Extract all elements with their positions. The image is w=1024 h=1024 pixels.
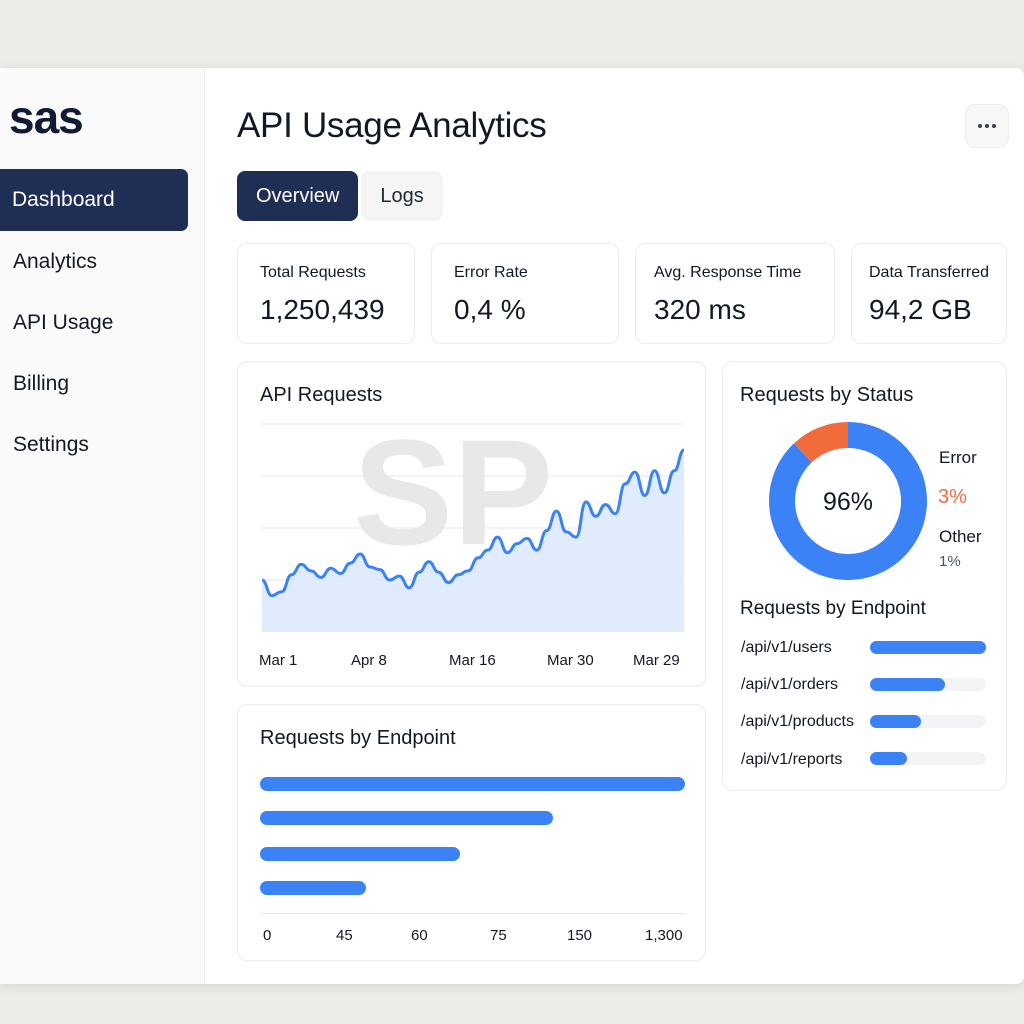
sidebar-nav: Dashboard Analytics API Usage Billing Se… xyxy=(0,169,188,475)
sidebar-item-billing[interactable]: Billing xyxy=(13,371,70,395)
more-options-button[interactable] xyxy=(965,104,1009,148)
endpoint-bar-track xyxy=(870,715,986,728)
sidebar-item-api-usage[interactable]: API Usage xyxy=(13,310,114,334)
donut-slice-error xyxy=(793,422,849,463)
endpoint-bar xyxy=(260,881,367,895)
stat-value: 320 ms xyxy=(654,294,746,325)
endpoint-bar-fill xyxy=(870,678,946,691)
stat-value: 94,2 GB xyxy=(869,294,972,325)
endpoint-bar xyxy=(260,811,554,825)
x-tick-label: 0 xyxy=(263,927,272,944)
stat-label: Data Transferred xyxy=(869,264,990,281)
endpoint-label: /api/v1/orders xyxy=(741,676,838,693)
endpoint-list-title: Requests by Endpoint xyxy=(740,598,926,619)
area-fill xyxy=(262,450,684,632)
endpoint-bar xyxy=(260,777,685,791)
endpoint-bar-fill xyxy=(870,641,986,654)
x-tick-label: Mar 16 xyxy=(449,652,496,669)
stat-value: 0,4 % xyxy=(454,294,526,325)
legend-label-error: Error xyxy=(939,448,977,467)
x-tick-label: 60 xyxy=(411,927,428,944)
stat-card-avg-response-time: Avg. Response Time 320 ms xyxy=(635,243,835,344)
tab-logs[interactable]: Logs xyxy=(361,171,443,221)
stat-label: Error Rate xyxy=(454,264,528,281)
axis-line xyxy=(260,913,686,914)
endpoint-bar-fill xyxy=(870,752,908,765)
logo: sas xyxy=(9,91,84,143)
endpoint-bar-fill xyxy=(870,715,922,728)
endpoint-bar xyxy=(260,847,460,861)
requests-by-endpoint-card: Requests by Endpoint 0 45 60 75 150 1,30… xyxy=(237,704,706,961)
sidebar-item-dashboard[interactable]: Dashboard xyxy=(0,169,188,231)
x-tick-label: 1,300 xyxy=(645,927,683,944)
endpoint-bar-track xyxy=(870,678,986,691)
more-horizontal-icon xyxy=(978,124,982,128)
x-tick-label: Mar 1 xyxy=(259,652,298,669)
api-requests-chart: SP xyxy=(261,408,685,632)
sidebar-item-settings[interactable]: Settings xyxy=(13,432,89,456)
x-tick-label: Apr 8 xyxy=(351,652,387,669)
stat-card-data-transferred: Data Transferred 94,2 GB xyxy=(851,243,1007,344)
chart-title: Requests by Endpoint xyxy=(260,727,456,749)
stat-card-total-requests: Total Requests 1,250,439 xyxy=(237,243,415,344)
donut-slice-success xyxy=(769,422,927,580)
series-line xyxy=(261,448,685,598)
chart-title: API Requests xyxy=(260,384,383,406)
x-tick-label: 150 xyxy=(567,927,593,944)
x-tick-label: 75 xyxy=(490,927,507,944)
x-tick-label: 45 xyxy=(336,927,353,944)
page-title: API Usage Analytics xyxy=(237,106,547,145)
endpoint-label: /api/v1/products xyxy=(741,713,854,730)
stat-label: Avg. Response Time xyxy=(654,264,802,281)
sidebar-item-analytics[interactable]: Analytics xyxy=(13,249,98,273)
x-tick-label: Mar 29 xyxy=(633,652,680,669)
stat-value: 1,250,439 xyxy=(260,294,385,325)
tab-bar: Overview Logs xyxy=(237,171,443,221)
endpoint-label: /api/v1/reports xyxy=(741,751,843,768)
donut-center-label: 96% xyxy=(823,488,873,516)
legend-label-other: Other xyxy=(939,527,982,546)
api-requests-card: API Requests SP Mar 1 Apr 8 Mar 16 Mar 3… xyxy=(237,361,706,687)
legend-value-error: 3% xyxy=(938,486,967,508)
tab-overview[interactable]: Overview xyxy=(237,171,359,221)
endpoint-bar-track xyxy=(870,752,986,765)
status-donut-chart: 96% xyxy=(769,422,927,580)
endpoint-bar-track xyxy=(870,641,986,654)
stat-card-error-rate: Error Rate 0,4 % xyxy=(431,243,619,344)
requests-by-status-card: Requests by Status 96% Error 3% Other 1%… xyxy=(722,361,1007,791)
app-window: sas Dashboard Analytics API Usage Billin… xyxy=(0,68,1024,984)
x-tick-label: Mar 30 xyxy=(547,652,594,669)
chart-title: Requests by Status xyxy=(740,384,914,406)
stat-label: Total Requests xyxy=(260,264,366,281)
endpoint-label: /api/v1/users xyxy=(741,639,832,656)
legend-value-other: 1% xyxy=(939,553,961,570)
sidebar: sas Dashboard Analytics API Usage Billin… xyxy=(0,68,205,984)
